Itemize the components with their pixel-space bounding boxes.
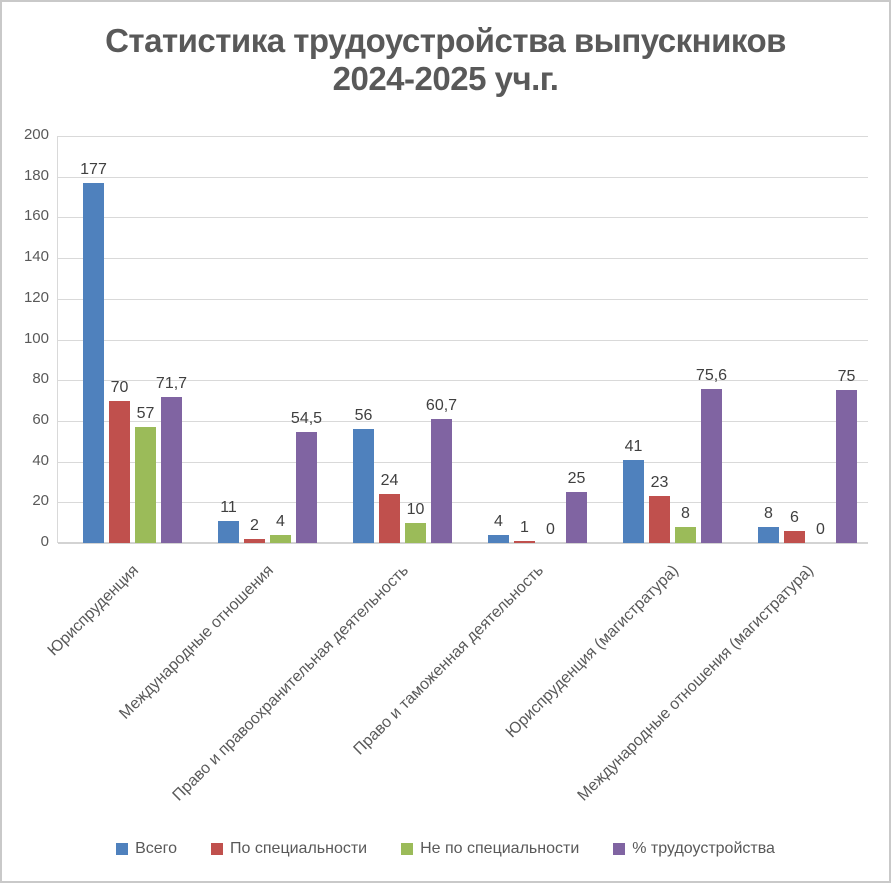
gridline: [58, 136, 868, 137]
data-label: 56: [354, 407, 373, 424]
data-label: 4: [276, 513, 285, 530]
data-label: 177: [80, 161, 107, 178]
data-label: 0: [546, 521, 555, 538]
bar-series2-cat4: [514, 541, 535, 543]
bar-series4-cat1: [161, 397, 182, 543]
bar-series4-cat4: [566, 492, 587, 543]
x-axis-category-label: Международные отношения: [116, 562, 278, 723]
y-axis-tick-label: 80: [32, 370, 49, 388]
gridline: [58, 420, 868, 422]
bar-series4-cat3: [431, 419, 452, 543]
legend-item-2: По специальности: [211, 840, 367, 858]
bar-series4-cat6: [836, 390, 857, 543]
y-axis-tick-label: 160: [23, 207, 49, 225]
data-label: 71,7: [155, 375, 188, 392]
x-axis-line: [58, 542, 868, 544]
bar-series3-cat2: [270, 535, 291, 543]
legend-label: % трудоустройства: [632, 840, 775, 857]
data-label: 41: [624, 438, 643, 455]
data-label: 57: [136, 405, 155, 422]
y-axis-tick-label: 180: [23, 166, 49, 184]
data-label: 54,5: [290, 410, 323, 427]
bar-series3-cat3: [405, 523, 426, 543]
x-axis-category-label: Право и таможенная деятельность: [350, 562, 548, 759]
chart-title: Статистика трудоустройства выпускников 2…: [2, 22, 889, 98]
data-label: 6: [790, 509, 799, 526]
legend-item-3: Не по специальности: [401, 840, 579, 858]
bar-series4-cat2: [296, 432, 317, 543]
legend-marker-icon: [401, 843, 414, 855]
y-axis-tick-label: 0: [40, 533, 49, 550]
y-axis-tick-label: 120: [23, 288, 49, 306]
bar-series2-cat5: [649, 496, 670, 543]
y-axis-tick-label: 60: [32, 410, 49, 428]
data-label: 1: [520, 519, 529, 536]
bar-series1-cat3: [353, 429, 374, 543]
bar-series3-cat5: [675, 527, 696, 543]
bar-series2-cat2: [244, 539, 265, 543]
bar-series1-cat6: [758, 527, 779, 543]
data-label: 2: [250, 517, 259, 534]
gridline: [58, 217, 868, 219]
legend-marker-icon: [116, 843, 129, 855]
y-axis-tick-label: 140: [23, 248, 49, 266]
bar-series1-cat4: [488, 535, 509, 543]
x-axis-category-label: Юриспруденция (магистратура): [502, 562, 683, 742]
legend-label: По специальности: [230, 840, 368, 857]
data-label: 75,6: [695, 367, 728, 384]
legend-marker-icon: [613, 843, 626, 855]
gridline: [58, 502, 868, 504]
bar-series1-cat1: [83, 183, 104, 543]
data-label: 24: [380, 472, 399, 489]
bar-series2-cat6: [784, 531, 805, 543]
x-axis-category-label: Право и правоохранительная деятельность: [169, 562, 413, 805]
chart-title-line2: 2024-2025 уч.г.: [332, 59, 559, 97]
legend-label: Не по специальности: [420, 840, 580, 857]
legend-label: Всего: [135, 840, 178, 857]
data-label: 23: [650, 474, 669, 491]
gridline: [58, 298, 868, 300]
y-axis-tick-label: 20: [32, 492, 49, 510]
legend-item-4: % трудоустройства: [613, 840, 775, 858]
gridline: [58, 176, 868, 178]
bar-series2-cat1: [109, 401, 130, 543]
plot-area: 177 11 56 4 41 8 70 2 24 1 23 6 57 4 10 0 8 0 71,7 54,5 60,7…: [57, 136, 868, 544]
y-axis-tick-label: 40: [32, 451, 49, 469]
y-axis-tick-label: 100: [23, 329, 49, 347]
data-label: 70: [110, 379, 129, 396]
bar-series1-cat5: [623, 460, 644, 543]
data-label: 60,7: [425, 397, 458, 414]
y-axis-tick-label: 200: [23, 126, 49, 143]
data-label: 8: [681, 505, 690, 522]
legend-marker-icon: [211, 843, 224, 855]
data-label: 4: [494, 513, 503, 530]
data-label: 75: [837, 368, 856, 385]
chart-title-line1: Статистика трудоустройства выпускников: [105, 22, 786, 59]
legend: Всего По специальности Не по специальности…: [2, 840, 889, 858]
bar-series3-cat1: [135, 427, 156, 543]
data-label: 8: [764, 505, 773, 522]
data-label: 10: [406, 501, 425, 518]
legend-item-1: Всего: [116, 840, 177, 858]
data-label: 0: [816, 521, 825, 538]
gridline: [58, 380, 868, 382]
data-label: 11: [220, 499, 237, 516]
bar-series2-cat3: [379, 494, 400, 543]
gridline: [58, 461, 868, 463]
bar-series1-cat2: [218, 521, 239, 543]
data-label: 25: [567, 470, 586, 487]
gridline: [58, 258, 868, 260]
bar-series4-cat5: [701, 389, 722, 543]
x-axis-category-label: Международные отношения (магистратура): [574, 562, 818, 805]
gridline: [58, 339, 868, 341]
